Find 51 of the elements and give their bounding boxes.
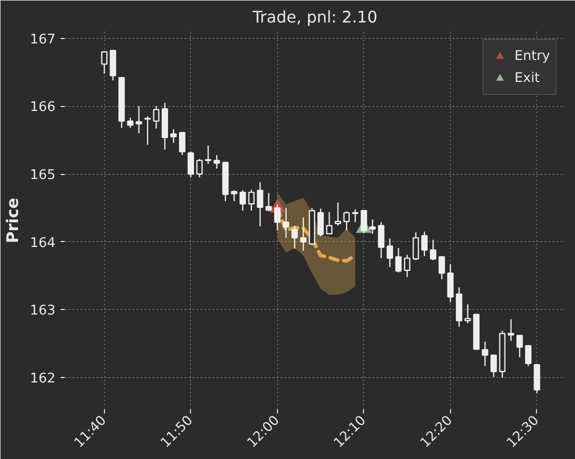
candlestick: [326, 211, 332, 234]
candlestick: [153, 106, 160, 130]
candlestick: [464, 304, 471, 324]
candlestick: [214, 154, 220, 170]
y-tick-label: 166: [30, 100, 56, 116]
candlestick: [240, 190, 246, 212]
candlestick: [395, 247, 402, 274]
y-tick-label: 165: [30, 168, 56, 184]
candlestick: [127, 117, 134, 128]
candlestick: [266, 192, 272, 212]
candlestick: [196, 158, 203, 178]
candlestick: [490, 354, 497, 378]
candlestick: [378, 222, 384, 259]
candlestick: [248, 189, 255, 212]
candlestick: [369, 218, 376, 234]
candlestick: [188, 151, 194, 178]
y-axis-title: Price: [3, 198, 22, 244]
candlestick: [256, 182, 264, 227]
candlestick: [525, 344, 532, 367]
candlestick: [282, 207, 290, 238]
candlestick: [404, 254, 410, 278]
candlestick: [334, 202, 342, 226]
candlestick: [508, 318, 514, 342]
candlestick: [170, 128, 177, 144]
chart-title: Trade, pnl: 2.10: [252, 8, 378, 26]
candlestick: [230, 190, 238, 202]
legend-label: Entry: [514, 48, 550, 64]
candlestick: [482, 341, 488, 367]
candlestick: [136, 106, 142, 134]
candlestick: [317, 208, 324, 238]
y-tick-label: 162: [30, 372, 56, 387]
candlestick: [412, 232, 420, 261]
candlestick: [343, 210, 350, 231]
candlestick: [516, 334, 523, 358]
candlestick: [291, 224, 298, 250]
y-tick-label: 167: [30, 32, 56, 48]
candlestick: [438, 256, 445, 280]
candlestick: [447, 264, 454, 303]
candlestick: [179, 131, 186, 156]
candlestick: [274, 204, 281, 231]
legend-label: Exit: [514, 70, 540, 86]
candlestick: [430, 239, 436, 261]
candlestick: [386, 238, 394, 268]
y-tick-label: 163: [30, 304, 56, 319]
candlestick: [360, 209, 368, 234]
y-tick-label: 164: [30, 236, 56, 251]
candlestick: [300, 216, 307, 252]
candlestick: [204, 144, 212, 164]
candlestick: [101, 51, 108, 74]
candlestick: [352, 208, 358, 223]
candlestick: [421, 231, 428, 257]
